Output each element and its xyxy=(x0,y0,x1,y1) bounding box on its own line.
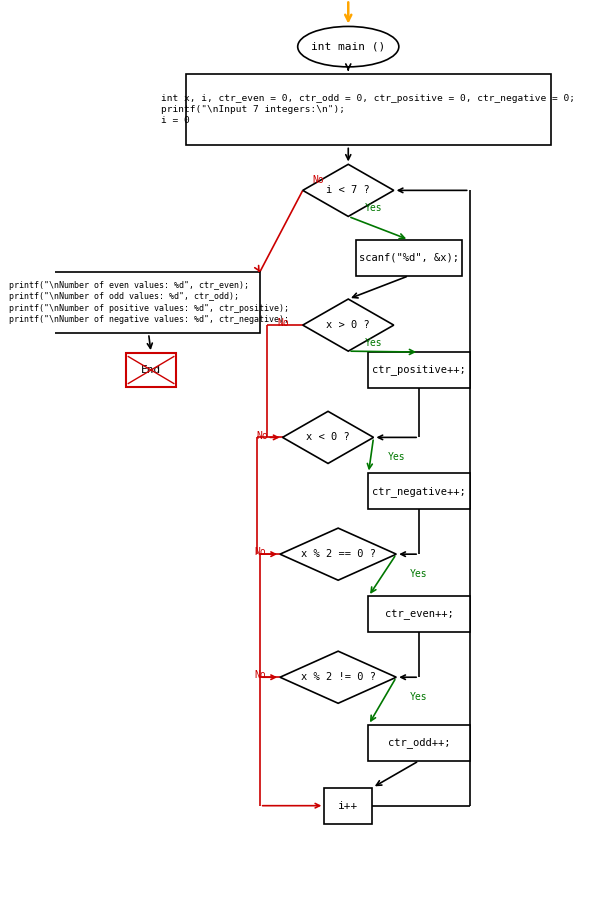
Text: Yes: Yes xyxy=(387,452,405,463)
Text: ctr_negative++;: ctr_negative++; xyxy=(372,486,466,497)
Text: x < 0 ?: x < 0 ? xyxy=(306,432,350,443)
Text: No: No xyxy=(254,547,266,557)
Text: Yes: Yes xyxy=(410,569,428,579)
FancyBboxPatch shape xyxy=(368,597,470,633)
FancyBboxPatch shape xyxy=(186,74,550,146)
Text: No: No xyxy=(278,319,289,328)
Text: int main (): int main () xyxy=(311,41,385,51)
Polygon shape xyxy=(303,299,394,351)
Polygon shape xyxy=(280,652,396,703)
Text: x > 0 ?: x > 0 ? xyxy=(326,320,370,330)
Text: End: End xyxy=(141,365,161,375)
Polygon shape xyxy=(280,528,396,580)
Text: printf("\nNumber of even values: %d", ctr_even);
printf("\nNumber of odd values:: printf("\nNumber of even values: %d", ct… xyxy=(8,281,289,324)
Text: i++: i++ xyxy=(338,801,358,811)
Text: Yes: Yes xyxy=(365,338,382,348)
FancyBboxPatch shape xyxy=(356,239,462,275)
FancyBboxPatch shape xyxy=(126,353,176,387)
Text: Yes: Yes xyxy=(365,203,382,213)
Ellipse shape xyxy=(298,26,399,67)
FancyBboxPatch shape xyxy=(324,788,372,824)
Text: x % 2 == 0 ?: x % 2 == 0 ? xyxy=(301,549,375,559)
Text: i < 7 ?: i < 7 ? xyxy=(326,185,370,195)
Text: No: No xyxy=(254,670,266,680)
Text: x % 2 != 0 ?: x % 2 != 0 ? xyxy=(301,672,375,682)
FancyBboxPatch shape xyxy=(368,724,470,760)
Text: No: No xyxy=(312,175,324,184)
Text: ctr_even++;: ctr_even++; xyxy=(385,609,454,619)
Text: ctr_positive++;: ctr_positive++; xyxy=(372,364,466,375)
Polygon shape xyxy=(303,165,394,216)
Text: ctr_odd++;: ctr_odd++; xyxy=(388,737,450,748)
Text: Yes: Yes xyxy=(410,692,428,702)
FancyBboxPatch shape xyxy=(368,473,470,509)
Text: No: No xyxy=(256,430,268,441)
Polygon shape xyxy=(282,411,374,464)
FancyBboxPatch shape xyxy=(368,352,470,388)
Text: int x, i, ctr_even = 0, ctr_odd = 0, ctr_positive = 0, ctr_negative = 0;
printf(: int x, i, ctr_even = 0, ctr_odd = 0, ctr… xyxy=(161,94,575,125)
FancyBboxPatch shape xyxy=(37,272,260,333)
Text: scanf("%d", &x);: scanf("%d", &x); xyxy=(359,253,459,263)
